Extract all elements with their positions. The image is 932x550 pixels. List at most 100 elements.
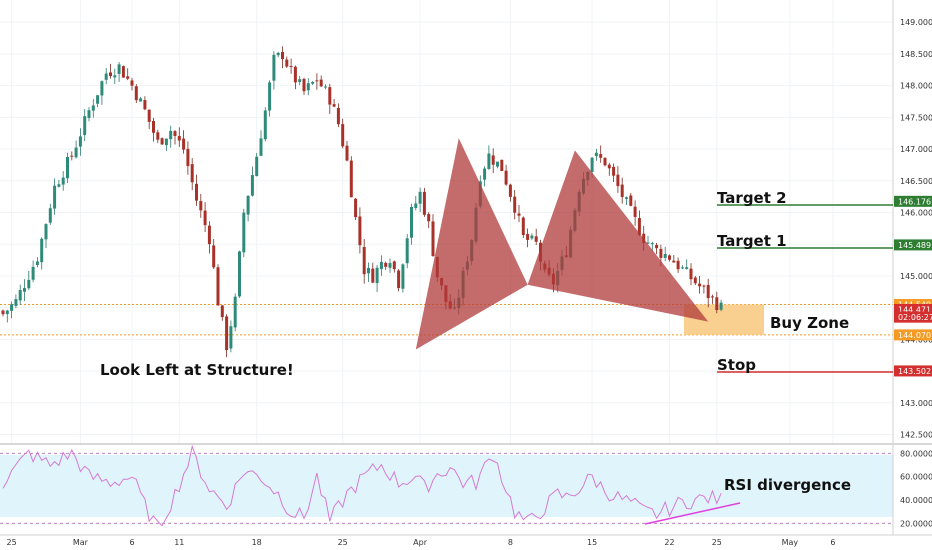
price-tag-label: 144.070 [898, 331, 931, 340]
candle-body [405, 238, 409, 264]
candle-body [199, 201, 203, 211]
candle-body [57, 184, 61, 187]
candle-body [272, 54, 276, 81]
candle-body [422, 191, 426, 215]
price-tick-label: 147.000 [900, 145, 932, 154]
candle-body [229, 326, 233, 349]
candle-body [491, 155, 495, 165]
candle-body [289, 66, 293, 68]
time-tick-label: 15 [587, 538, 597, 547]
time-axis[interactable]: 25 Mar 6 11 18 25 Apr 8 15 22 25 May 6 [7, 538, 836, 547]
candle-body [263, 110, 267, 140]
price-tags: 146.176145.489144.549144.47102:06:27144.… [894, 195, 932, 377]
time-tick-label: Apr [413, 538, 428, 547]
price-tag-box [894, 239, 932, 251]
candle-body [250, 175, 254, 196]
price-tick-label: 147.500 [900, 113, 932, 122]
price-tick-label: 146.000 [900, 208, 932, 217]
candle-body [298, 79, 302, 82]
time-tick-label: 6 [129, 538, 134, 547]
candle-body [78, 136, 82, 147]
candle-body [10, 304, 14, 311]
candle-body [44, 224, 48, 240]
candle-body [487, 153, 491, 169]
price-tag-box [894, 329, 932, 341]
look-left-annotation: Look Left at Structure! [100, 361, 294, 379]
candle-body [328, 87, 332, 105]
candle-body [410, 207, 413, 238]
candle-body [625, 197, 628, 199]
candle-body [388, 263, 392, 268]
candle-body [349, 160, 353, 198]
candle-body [242, 212, 246, 253]
time-tick-label: 22 [664, 538, 674, 547]
candle-body [672, 260, 676, 263]
candle-body [706, 284, 710, 299]
candle-body [513, 196, 517, 213]
candle-body [96, 95, 100, 104]
target2-label: Target 2 [717, 189, 787, 207]
candle-body [517, 213, 521, 216]
candle-body [603, 157, 607, 166]
candle-body [83, 116, 87, 136]
candle-body [336, 107, 340, 125]
price-tag-box [894, 365, 932, 377]
candle-body [66, 156, 69, 179]
time-tick-label: 25 [712, 538, 722, 547]
candle-body [207, 225, 211, 245]
candle-body [496, 161, 499, 167]
candle-body [599, 154, 603, 158]
candle-body [276, 52, 280, 56]
candle-body [130, 80, 134, 86]
rsi-line [2, 444, 722, 527]
candle-body [190, 164, 194, 183]
price-tick-label: 148.500 [900, 50, 932, 59]
candle-body [268, 82, 272, 111]
harmonic-bcd-triangle [527, 150, 709, 322]
price-tag-label: 146.176 [898, 197, 931, 206]
candle-body [431, 221, 435, 257]
candle-body [48, 208, 52, 223]
candle-body [711, 296, 714, 298]
candle-body [225, 316, 229, 351]
candle-body [139, 98, 143, 102]
candle-body [14, 299, 18, 306]
candle-body [87, 110, 91, 118]
candle-body [530, 235, 534, 239]
candle-body [702, 285, 706, 287]
harmonic-xab-triangle [415, 138, 528, 350]
candle-body [259, 138, 263, 156]
candle-body [379, 261, 383, 270]
candle-body [646, 242, 650, 244]
time-tick-label: 11 [174, 538, 184, 547]
candle-body [508, 184, 512, 197]
candle-body [616, 174, 620, 187]
candle-body [18, 290, 22, 301]
candle-body [371, 268, 375, 283]
candle-body [693, 277, 697, 284]
candle-body [212, 245, 216, 268]
rsi-axis[interactable]: 80.0000 60.0000 40.0000 20.0000 [900, 449, 932, 528]
price-tag-label: 02:06:27 [898, 313, 932, 322]
candle-body [719, 302, 723, 310]
candle-body [483, 168, 487, 180]
price-tag-box [894, 303, 932, 315]
candle-body [61, 177, 65, 185]
candle-body [117, 64, 121, 74]
candle-body [164, 138, 168, 146]
candle-body [100, 81, 104, 96]
rsi-series [2, 444, 722, 527]
time-tick-label: 6 [830, 538, 835, 547]
time-tick-label: 25 [7, 538, 17, 547]
candle-body [27, 279, 31, 289]
time-tick-label: Mar [73, 538, 89, 547]
candle-body [392, 261, 396, 270]
stop-label: Stop [717, 356, 756, 374]
candle-body [113, 75, 117, 78]
price-tick-label: 146.500 [900, 177, 932, 186]
candle-body [121, 66, 125, 78]
candle-body [384, 262, 388, 267]
candle-body [306, 83, 310, 91]
candle-body [698, 283, 702, 287]
